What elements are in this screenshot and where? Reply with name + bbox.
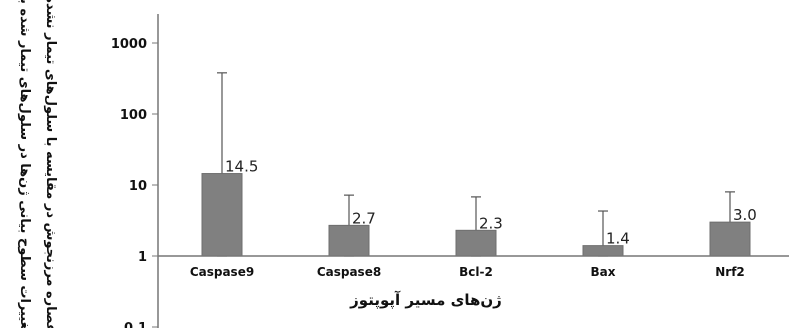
category-label: Bax bbox=[591, 265, 616, 279]
data-label: 3.0 bbox=[733, 206, 757, 224]
error-bars bbox=[217, 72, 735, 257]
bar bbox=[709, 221, 751, 257]
category-label: Caspase9 bbox=[190, 265, 254, 279]
bars bbox=[201, 173, 751, 257]
y-axis-title-line-1: تغییرات سطوح بیانی ژن‌ها در سلول‌های تیم… bbox=[17, 0, 32, 328]
data-labels: 14.5 2.7 2.3 1.4 3.0 bbox=[225, 158, 757, 248]
bar bbox=[201, 173, 243, 257]
category-label: Bcl-2 bbox=[459, 265, 493, 279]
category-label: Nrf2 bbox=[715, 265, 745, 279]
bar bbox=[328, 224, 370, 257]
y-tick-label: 0.1 bbox=[124, 321, 147, 328]
y-tick-label: 1000 bbox=[111, 37, 147, 52]
bar bbox=[455, 229, 497, 257]
category-label: Caspase8 bbox=[317, 265, 381, 279]
data-label: 1.4 bbox=[606, 230, 630, 248]
y-axis-title-line-2: عصاره مرزنجوش در مقایسه با سلول‌های تیما… bbox=[43, 0, 58, 328]
y-tick-label: 100 bbox=[120, 108, 147, 123]
x-axis-title: ژن‌های مسیر آپوپتوز bbox=[349, 291, 502, 310]
y-tick-label: 10 bbox=[129, 179, 147, 194]
data-label: 2.3 bbox=[479, 214, 503, 232]
y-axis-ticks: 1000 100 10 1 0.1 bbox=[111, 37, 158, 328]
category-labels: Caspase9 Caspase8 Bcl-2 Bax Nrf2 bbox=[190, 265, 745, 279]
y-axis-title: تغییرات سطوح بیانی ژن‌ها در سلول‌های تیم… bbox=[17, 0, 58, 328]
y-tick-label: 1 bbox=[138, 250, 147, 265]
data-label: 14.5 bbox=[225, 158, 258, 176]
data-label: 2.7 bbox=[352, 209, 376, 227]
